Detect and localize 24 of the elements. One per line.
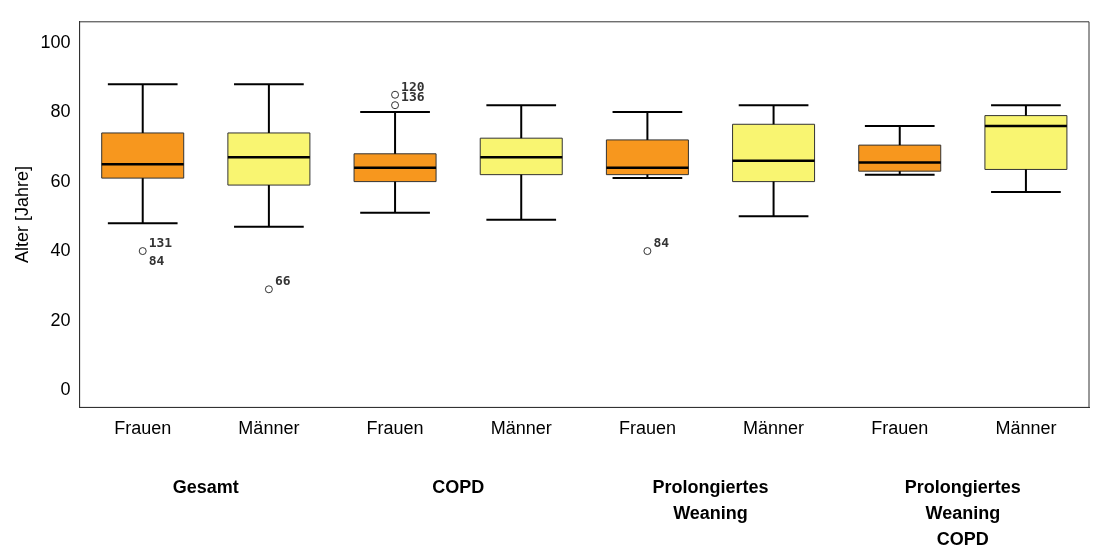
y-tick-label: 100 — [40, 31, 71, 52]
annotation: 84 — [653, 235, 670, 251]
y-axis-title: Alter [Jahre] — [11, 166, 32, 264]
y-tick-label: 20 — [50, 309, 71, 330]
text: COPD — [432, 477, 485, 497]
x-tick-label: Männer — [743, 418, 805, 439]
x-tick-label: Männer — [490, 418, 552, 439]
annotation: 84 — [148, 253, 165, 269]
y-tick-label: 40 — [50, 240, 71, 261]
x-tick-label: Frauen — [618, 418, 676, 439]
text: Gesamt — [172, 477, 239, 497]
x-tick-label: Frauen — [871, 418, 929, 439]
annotation: 136 — [401, 89, 425, 105]
y-tick-label: 0 — [60, 379, 71, 399]
annotation: 66 — [274, 273, 291, 289]
text: Prolongiertes Weaning — [652, 477, 769, 523]
x-tick-label: Frauen — [114, 418, 172, 439]
x-tick-label: Frauen — [366, 418, 424, 439]
y-tick-label: 60 — [50, 170, 71, 191]
annotation: 131 — [148, 235, 173, 251]
x-tick-label: Männer — [995, 418, 1057, 439]
y-tick-label: 80 — [50, 101, 71, 122]
x-tick-label: Männer — [238, 418, 300, 439]
text: Prolongiertes Weaning COPD — [904, 477, 1021, 549]
